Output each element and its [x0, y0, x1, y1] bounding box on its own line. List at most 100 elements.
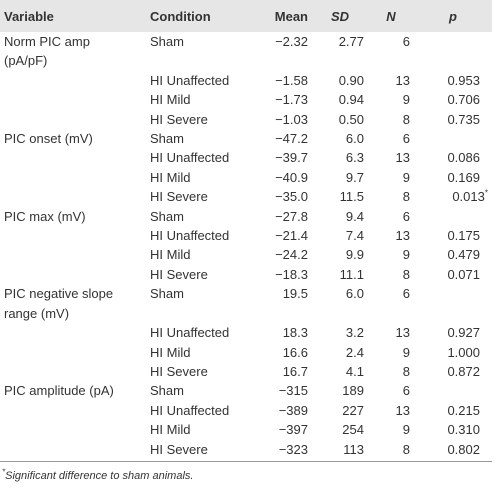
condition-cell: Sham [150, 208, 184, 224]
variable-line: Norm PIC amp [4, 34, 90, 49]
p-cell [414, 284, 492, 323]
p-mark: * [484, 188, 488, 198]
p-value: 0.872 [447, 363, 480, 379]
variable-line: PIC onset (mV) [4, 131, 93, 147]
p-cell: 0.479 [414, 245, 492, 264]
table-row: HI Mild −40.9 9.7 9 0.169 [0, 168, 492, 187]
p-value: 0.953 [447, 72, 480, 88]
table-row: HI Unaffected 18.3 3.2 13 0.927 [0, 323, 492, 342]
n-cell: 13 [395, 402, 410, 418]
n-cell: 8 [368, 439, 414, 462]
header-cell: Condition [146, 0, 258, 32]
table-row: HI Unaffected −39.7 6.3 13 0.086 [0, 148, 492, 167]
mean-cell: 16.7 [282, 363, 308, 379]
n-cell: 13 [395, 325, 410, 341]
condition-cell: HI Severe [146, 439, 258, 462]
p-value: 0.175 [447, 228, 480, 244]
table-row: HI Mild −24.2 9.9 9 0.479 [0, 245, 492, 264]
condition-cell: HI Mild [150, 92, 191, 108]
n-cell: 6 [402, 286, 410, 302]
sd-cell: 4.1 [345, 363, 364, 379]
variable-cell [0, 343, 146, 362]
p-cell: 0.071 [414, 265, 492, 284]
table-row: HI Mild 16.6 2.4 9 1.000 [0, 343, 492, 362]
condition-cell: HI Unaffected [150, 325, 230, 341]
footnote-text: Significant difference to sham animals. [5, 470, 194, 482]
header-cell: p [414, 0, 492, 32]
table-row: HI Unaffected −389 227 13 0.215 [0, 401, 492, 420]
n-cell: 9 [402, 92, 410, 108]
n-cell: 6 [402, 34, 410, 49]
p-cell [414, 32, 492, 71]
footnote: *Significant difference to sham animals. [2, 468, 194, 482]
table-row: PIC negative slope range (mV) Sham 19.5 6.0 6 [0, 284, 492, 323]
mean-cell: 19.5 [282, 286, 308, 302]
n-cell: 8 [402, 363, 410, 379]
sd-cell: 9.4 [345, 208, 364, 224]
mean-cell: −1.03 [275, 111, 308, 127]
mean-cell: −35.0 [275, 189, 308, 205]
sd-cell: 3.2 [345, 325, 364, 341]
mean-cell: −40.9 [275, 169, 308, 185]
p-cell: 0.802 [414, 439, 492, 462]
table-row: HI Severe 16.7 4.1 8 0.872 [0, 362, 492, 381]
p-cell: 0.013* [414, 187, 492, 206]
variable-cell [0, 362, 146, 381]
condition-cell: Sham [150, 383, 184, 399]
condition-cell: HI Mild [150, 169, 191, 185]
sd-cell: 227 [342, 402, 364, 418]
mean-cell: −1.73 [275, 92, 308, 108]
sd-cell: 7.4 [345, 228, 364, 244]
data-table: Variable Condition Mean SD N p Norm PIC … [0, 0, 492, 462]
condition-cell: HI Severe [150, 266, 208, 282]
mean-cell: −21.4 [275, 228, 308, 244]
variable-cell: PIC max (mV) [0, 207, 146, 226]
condition-cell: Sham [150, 34, 184, 49]
variable-line: PIC negative slope [4, 286, 114, 302]
variable-cell [0, 168, 146, 187]
p-cell [414, 129, 492, 148]
p-cell: 0.215 [414, 401, 492, 420]
sd-cell: 2.77 [338, 34, 364, 49]
variable-cell [0, 439, 146, 462]
sd-cell: 113 [312, 439, 368, 462]
sd-cell: 9.7 [345, 169, 364, 185]
p-cell: 0.175 [414, 226, 492, 245]
table-row: HI Mild −1.73 0.94 9 0.706 [0, 90, 492, 109]
variable-cell [0, 110, 146, 129]
table-row: HI Unaffected −1.58 0.90 13 0.953 [0, 71, 492, 90]
variable-cell [0, 226, 146, 245]
mean-cell: −18.3 [275, 266, 308, 282]
variable-line: PIC max (mV) [4, 208, 86, 224]
header-cell: Mean [258, 0, 312, 32]
p-cell: 1.000 [414, 343, 492, 362]
n-cell: 13 [395, 150, 410, 166]
header-cell: N [368, 0, 414, 32]
p-value: 0.215 [447, 402, 480, 418]
n-cell: 8 [402, 189, 410, 205]
condition-cell: HI Mild [150, 247, 191, 263]
mean-cell: −2.32 [275, 34, 308, 49]
p-cell: 0.735 [414, 110, 492, 129]
variable-line: range (mV) [4, 305, 70, 321]
n-cell: 9 [402, 422, 410, 438]
condition-cell: HI Severe [150, 363, 208, 379]
mean-cell: −27.8 [275, 208, 308, 224]
table-row: HI Severe −1.03 0.50 8 0.735 [0, 110, 492, 129]
table-row: HI Mild −397 254 9 0.310 [0, 420, 492, 439]
variable-cell [0, 401, 146, 420]
sd-cell: 9.9 [345, 247, 364, 263]
variable-cell [0, 71, 146, 90]
mean-cell: −397 [278, 422, 308, 438]
p-cell [414, 381, 492, 400]
p-cell: 0.872 [414, 362, 492, 381]
condition-cell: HI Severe [150, 111, 208, 127]
p-value: 0.735 [447, 111, 480, 127]
p-value: 0.479 [447, 247, 480, 263]
p-cell: 0.169 [414, 168, 492, 187]
p-value: 0.706 [447, 92, 480, 108]
sd-cell: 6.0 [345, 286, 364, 302]
p-value: 0.310 [447, 422, 480, 438]
n-cell: 13 [395, 228, 410, 244]
table-row: HI Severe −18.3 11.1 8 0.071 [0, 265, 492, 284]
